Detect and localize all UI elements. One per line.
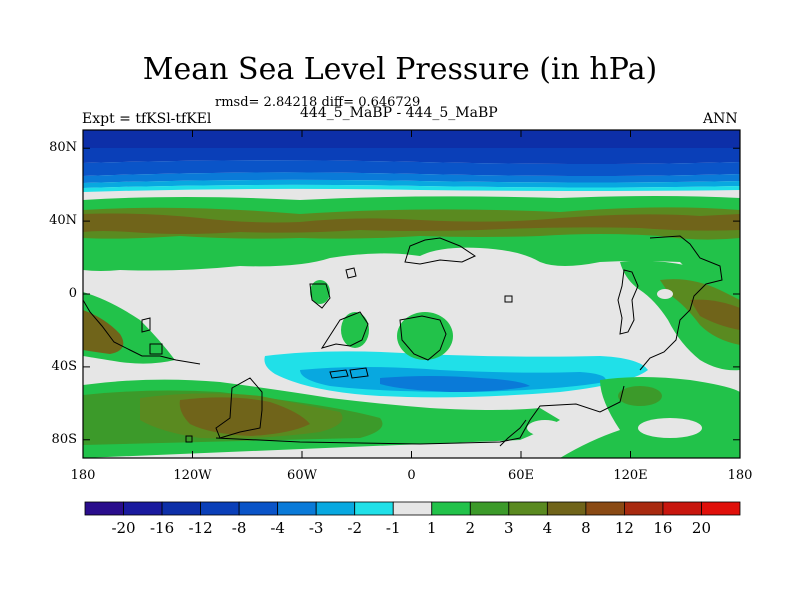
colorbar-label: 1	[426, 519, 437, 537]
colorbar-swatch	[469, 501, 510, 516]
colorbar-swatch	[624, 501, 664, 516]
colorbar-swatch	[508, 501, 548, 516]
lat-tick-label: 80S	[51, 431, 77, 447]
colorbar-label: 20	[691, 519, 712, 537]
stats-line: rmsd= 2.84218 diff= 0.646729	[215, 95, 421, 110]
colorbar-swatch	[392, 501, 433, 516]
lon-tick-label: 180	[70, 468, 96, 483]
colorbar-label: -4	[270, 519, 285, 537]
colorbar-label: 12	[614, 519, 634, 537]
map-title: Mean Sea Level Pressure (in hPa)	[142, 52, 658, 87]
map-subtitle: 444_5_MaBP - 444_5_MaBP	[300, 105, 498, 121]
lat-tick-marks	[83, 147, 740, 441]
lon-tick-label: 60W	[287, 468, 317, 483]
colorbar-label: -12	[188, 519, 213, 537]
colorbar-label: 3	[504, 519, 514, 537]
lat-tick-label: 40S	[51, 358, 77, 374]
colorbar-label: -1	[385, 519, 401, 537]
colorbar-swatch	[431, 501, 471, 516]
colorbar-label: 2	[465, 519, 476, 537]
lon-tick-label: 0	[407, 468, 416, 483]
colorbar-swatch	[277, 501, 317, 516]
colorbar-label: -2	[347, 519, 363, 537]
colorbar-swatch	[84, 501, 124, 516]
lon-tick-label: 180	[727, 468, 753, 483]
colorbar-swatch	[701, 501, 741, 516]
colorbar-label: 8	[581, 519, 591, 537]
lon-tick-label: 60E	[507, 468, 535, 483]
map-field	[83, 130, 740, 458]
lon-tick-label: 120E	[613, 468, 648, 483]
colorbar-label: -3	[308, 519, 324, 537]
colorbar	[84, 501, 741, 516]
lon-tick-label: 120W	[173, 468, 212, 483]
colorbar-label: 4	[542, 519, 553, 537]
season-label: ANN	[703, 111, 738, 127]
colorbar-label: 16	[653, 519, 673, 537]
colorbar-swatch	[315, 501, 356, 516]
colorbar-label: -16	[149, 519, 175, 537]
lat-tick-label: 80N	[49, 140, 77, 156]
colorbar-swatch	[161, 501, 201, 516]
lat-tick-label: 40N	[49, 213, 77, 229]
colorbar-swatch	[585, 501, 625, 516]
lon-tick-marks	[82, 130, 741, 458]
colorbar-label: -8	[231, 519, 247, 537]
lat-tick-label: 0	[68, 286, 77, 301]
experiment-label: Expt = tfKSl-tfKEl	[82, 111, 212, 127]
colorbar-swatch	[123, 501, 163, 516]
colorbar-label: -20	[111, 519, 136, 537]
colorbar-swatch	[662, 501, 702, 516]
colorbar-swatch	[200, 501, 240, 516]
colorbar-swatch	[354, 501, 394, 516]
colorbar-swatch	[546, 501, 587, 516]
colorbar-swatch	[238, 501, 279, 516]
